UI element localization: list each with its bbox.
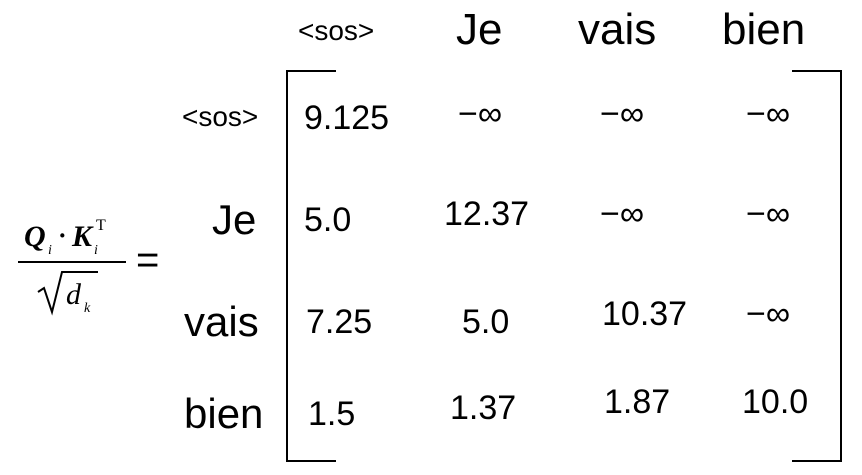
column-header-bien: bien bbox=[722, 5, 806, 54]
matrix-cell: 5.0 bbox=[462, 303, 510, 341]
matrix-cell: 7.25 bbox=[306, 303, 373, 341]
matrix-right-bracket bbox=[792, 70, 842, 462]
formula-graphic: Q i · K i T d k bbox=[18, 217, 126, 316]
numerator-k-subscript: i bbox=[94, 243, 98, 258]
matrix-cell: 1.37 bbox=[450, 389, 517, 427]
square-root-icon bbox=[37, 271, 98, 316]
column-header-sos: <sos> bbox=[298, 15, 375, 46]
matrix-cell: 1.87 bbox=[604, 383, 671, 421]
numerator-k: K bbox=[71, 220, 94, 253]
matrix-cell: −∞ bbox=[746, 195, 791, 233]
dot-operator: · bbox=[58, 221, 67, 250]
denominator-d: d bbox=[66, 278, 82, 311]
numerator-q: Q bbox=[24, 220, 46, 253]
matrix-cell: 9.125 bbox=[304, 99, 390, 137]
matrix-cell: −∞ bbox=[746, 95, 791, 133]
matrix-cell: 12.37 bbox=[444, 195, 530, 233]
row-header-je: Je bbox=[212, 196, 257, 243]
matrix-cell: −∞ bbox=[458, 95, 503, 133]
numerator-q-subscript: i bbox=[48, 243, 52, 258]
matrix-cell: −∞ bbox=[746, 295, 791, 333]
row-header-sos: <sos> bbox=[182, 101, 259, 132]
matrix-cell: 10.0 bbox=[742, 383, 809, 421]
matrix-cell: −∞ bbox=[600, 195, 645, 233]
denominator-d-subscript: k bbox=[84, 301, 91, 316]
column-header-je: Je bbox=[456, 5, 503, 54]
matrix-cell: 1.5 bbox=[308, 395, 356, 433]
matrix-cell: 5.0 bbox=[304, 201, 352, 239]
column-header-vais: vais bbox=[578, 5, 657, 54]
matrix-cell: −∞ bbox=[600, 95, 645, 133]
matrix-left-bracket bbox=[286, 70, 336, 462]
scaled-dot-product-formula: Q i · K i T d k bbox=[18, 196, 130, 326]
numerator-k-superscript: T bbox=[96, 217, 106, 234]
row-header-vais: vais bbox=[184, 298, 259, 345]
matrix-cell: 10.37 bbox=[602, 295, 688, 333]
equals-sign: = bbox=[136, 238, 160, 282]
row-header-bien: bien bbox=[184, 390, 264, 437]
